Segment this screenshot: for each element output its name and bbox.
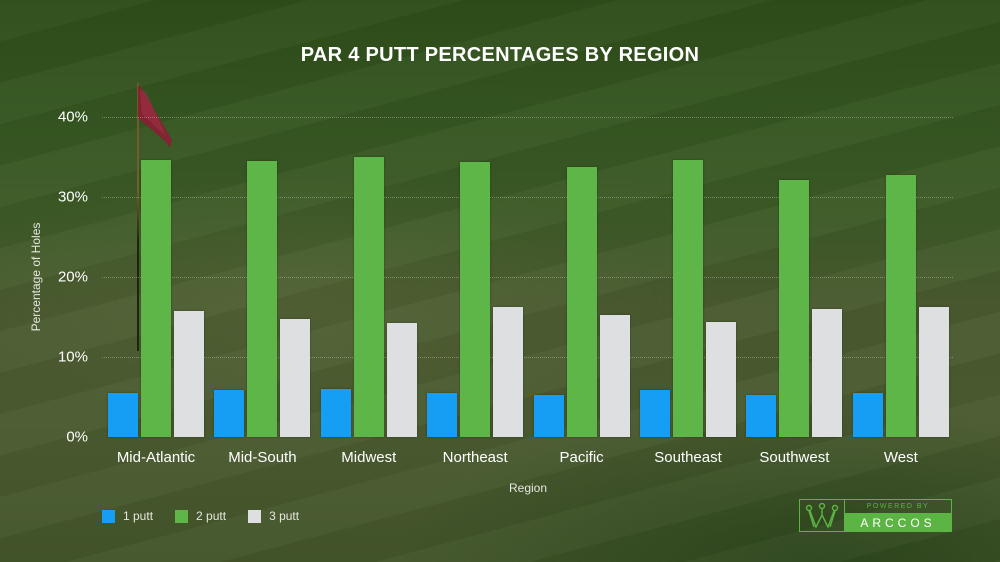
chart-title: PAR 4 PUTT PERCENTAGES BY REGION — [300, 44, 700, 66]
bar-group — [528, 117, 634, 437]
y-tick-label: 10% — [57, 348, 88, 366]
bar-3-putt[interactable] — [386, 323, 417, 437]
gridline — [102, 117, 953, 118]
bar-1-putt[interactable] — [214, 389, 245, 437]
y-tick-label: 0% — [66, 428, 88, 446]
bar-2-putt[interactable] — [141, 160, 171, 437]
bar-1-putt[interactable] — [852, 393, 883, 437]
x-tick-label: Midwest — [341, 449, 397, 466]
flag-icon — [138, 86, 172, 148]
legend-label: 2 putt — [196, 509, 227, 523]
bar-group — [634, 117, 740, 437]
legend-swatch-icon — [248, 509, 262, 523]
x-axis-label: Region — [508, 481, 548, 495]
bar-3-putt[interactable] — [918, 306, 949, 437]
gridline — [102, 357, 953, 358]
legend-item[interactable]: 3 putt — [248, 509, 299, 523]
legend-swatch-icon — [102, 509, 115, 523]
gridline — [102, 197, 953, 198]
bar-group — [102, 117, 208, 437]
x-tick-label: Mid-Atlantic — [116, 449, 196, 466]
bar-2-putt[interactable] — [885, 174, 916, 437]
crown-icon — [800, 500, 845, 531]
y-tick-label: 20% — [57, 268, 88, 286]
bar-3-putt[interactable] — [812, 309, 843, 437]
bar-group — [421, 117, 527, 437]
bar-3-putt[interactable] — [599, 314, 630, 437]
bar-1-putt[interactable] — [640, 389, 670, 437]
bar-group — [740, 117, 846, 437]
legend-label: 1 putt — [123, 509, 154, 523]
bar-2-putt[interactable] — [353, 157, 384, 437]
powered-by-text: POWERED BY — [845, 500, 951, 514]
bar-1-putt[interactable] — [108, 393, 138, 437]
bar-1-putt[interactable] — [746, 394, 777, 437]
x-tick-label: West — [883, 449, 918, 466]
bar-1-putt[interactable] — [320, 389, 351, 437]
x-tick-label: Southeast — [654, 449, 722, 466]
x-tick-label: Pacific — [559, 449, 604, 466]
flagstick-decoration — [137, 83, 139, 351]
bar-group — [208, 117, 314, 437]
x-tick-label: Mid-South — [228, 449, 297, 466]
bar-3-putt[interactable] — [706, 321, 736, 437]
bar-1-putt[interactable] — [427, 393, 458, 437]
y-tick-label: 40% — [57, 108, 88, 126]
gridline — [102, 277, 953, 278]
legend-item[interactable]: 2 putt — [175, 509, 226, 523]
y-tick-label: 30% — [57, 188, 88, 206]
legend-label: 3 putt — [269, 509, 300, 523]
legend: 1 putt 2 putt 3 putt — [102, 508, 321, 524]
bar-3-putt[interactable] — [174, 310, 204, 437]
bar-2-putt[interactable] — [566, 167, 597, 437]
legend-item[interactable]: 1 putt — [102, 509, 153, 523]
bar-group — [315, 117, 421, 437]
bar-3-putt[interactable] — [280, 319, 311, 437]
bar-1-putt[interactable] — [533, 394, 564, 437]
x-tick-label: Northeast — [442, 449, 508, 466]
bar-2-putt[interactable] — [779, 180, 810, 437]
brand-name: ARCCOS — [845, 514, 951, 532]
x-tick-label: Southwest — [759, 449, 830, 466]
bar-2-putt[interactable] — [460, 161, 491, 437]
bar-group — [847, 117, 953, 437]
arccos-logo: POWERED BY ARCCOS — [799, 499, 952, 532]
legend-swatch-icon — [175, 509, 189, 523]
plot-area — [102, 117, 953, 437]
bar-2-putt[interactable] — [673, 160, 703, 437]
bar-3-putt[interactable] — [493, 306, 524, 437]
bar-2-putt[interactable] — [247, 161, 278, 437]
